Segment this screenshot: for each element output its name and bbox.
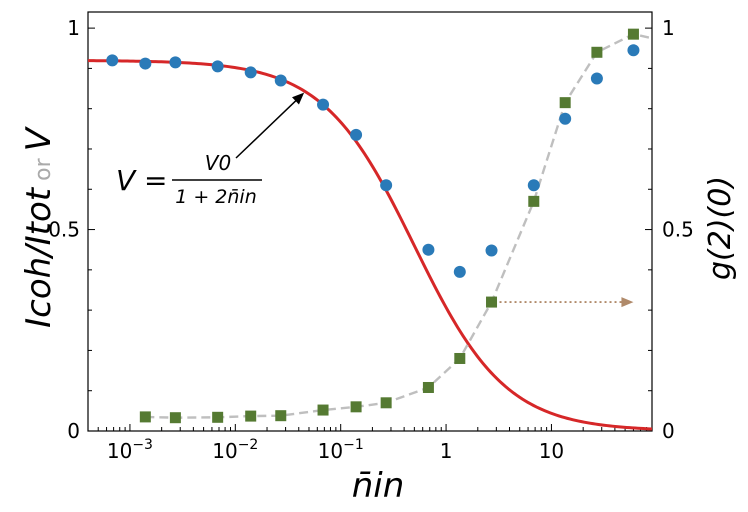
- visibility-point: [627, 44, 640, 57]
- x-axis-label: n̄in: [352, 466, 405, 506]
- visibility-point: [244, 66, 257, 79]
- g2-point: [275, 410, 287, 422]
- visibility-point: [380, 179, 393, 192]
- y-tick-label-right: 0.5: [662, 218, 694, 242]
- g2-point: [559, 97, 571, 109]
- annotation-arrow-head: [292, 92, 305, 105]
- visibility-point: [169, 56, 182, 69]
- g2-point: [245, 410, 257, 422]
- visibility-point: [139, 57, 152, 70]
- x-tick-label: 10: [539, 439, 564, 463]
- equation-numerator: V0: [205, 151, 231, 175]
- g2-point: [627, 28, 639, 40]
- y-label-visibility: V: [19, 125, 59, 151]
- g2-point: [454, 352, 466, 364]
- g2-point: [486, 296, 498, 308]
- g2-point: [317, 404, 329, 416]
- x-tick-label: 1: [440, 439, 453, 463]
- right-axis-arrow-head: [621, 297, 634, 308]
- visibility-point: [350, 128, 363, 141]
- visibility-point: [274, 74, 287, 87]
- y-tick-label-left: 0.5: [48, 218, 80, 242]
- model-curve: [87, 59, 653, 431]
- y-tick-label-right: 1: [662, 16, 675, 40]
- g2-point: [528, 195, 540, 207]
- visibility-point: [317, 98, 330, 111]
- y-tick-label-right: 0: [662, 419, 675, 443]
- x-tick-label: 10−3: [107, 437, 153, 463]
- annotation-arrow-line: [235, 97, 300, 159]
- g2-point: [139, 411, 151, 423]
- visibility-point: [453, 265, 466, 278]
- visibility-point: [485, 244, 498, 257]
- visibility-point: [590, 72, 603, 85]
- g2-point: [591, 46, 603, 58]
- g2-point: [422, 381, 434, 393]
- g2-point: [169, 412, 181, 424]
- plot-frame: [87, 11, 653, 432]
- y-label-or: or: [31, 151, 56, 188]
- equation-lhs: V =: [116, 164, 168, 197]
- y-axis-label-right: g(2)(0): [703, 176, 738, 280]
- y-tick-label-left: 1: [67, 16, 80, 40]
- equation-annotation: V = V0 1 + 2n̄in: [116, 151, 262, 208]
- visibility-point: [527, 179, 540, 192]
- equation-denominator: 1 + 2n̄in: [175, 186, 257, 208]
- x-tick-label: 10−1: [318, 437, 364, 463]
- x-tick-label: 10−2: [212, 437, 258, 463]
- visibility-point: [559, 112, 572, 125]
- y-tick-label-left: 0: [67, 419, 80, 443]
- y-label-intensity: Icoh/Itot: [19, 186, 59, 328]
- g2-point: [212, 411, 224, 423]
- g2-dashed-line: [145, 32, 653, 419]
- g2-point: [350, 401, 362, 413]
- y-axis-label-left: Icoh/Itot or V: [19, 125, 59, 328]
- visibility-point: [211, 60, 224, 73]
- visibility-point: [106, 54, 119, 67]
- visibility-point: [422, 243, 435, 256]
- g2-point: [380, 397, 392, 409]
